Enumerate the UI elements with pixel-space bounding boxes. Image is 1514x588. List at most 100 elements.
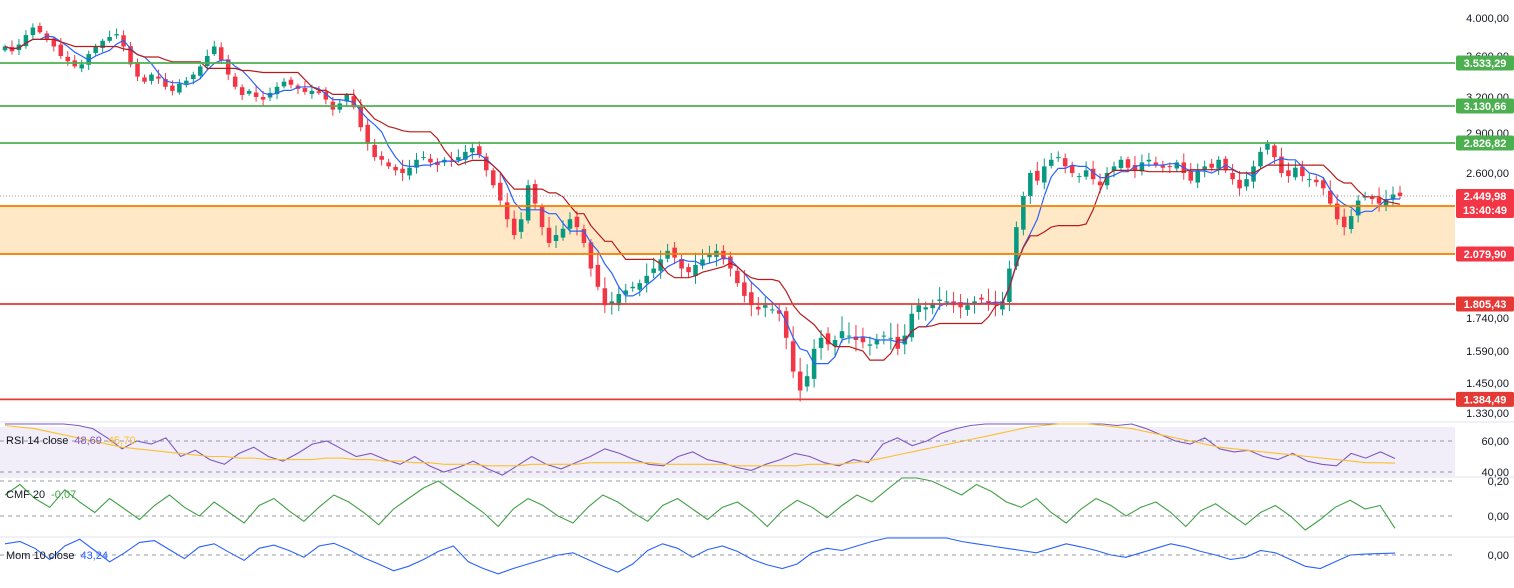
candle-body	[1083, 170, 1089, 177]
candle-body	[253, 92, 259, 97]
candle-body	[518, 219, 524, 232]
cmf-legend-value-0: -0,07	[51, 489, 76, 501]
candle-body	[1216, 159, 1221, 169]
candle-body	[1188, 170, 1194, 181]
candle-body	[511, 218, 517, 236]
candle-body	[309, 90, 315, 94]
candle-body	[288, 79, 294, 85]
candle-body	[756, 306, 761, 310]
candle-body	[916, 305, 921, 313]
price-tick-label-7: 1.740,00	[1466, 313, 1509, 325]
candle-body	[818, 337, 824, 348]
candle-body	[1300, 166, 1305, 177]
candle-body	[1202, 166, 1207, 170]
candle-body	[1048, 159, 1054, 166]
candle-body	[721, 250, 726, 260]
candle-body	[135, 62, 140, 77]
candle-body	[170, 85, 175, 91]
candle-body	[839, 331, 845, 339]
candle-body	[205, 56, 210, 66]
candle-body	[965, 305, 970, 310]
candle-body	[1153, 162, 1159, 166]
candle-body	[1111, 166, 1117, 171]
candle-body	[37, 25, 43, 33]
candle-body	[225, 59, 231, 75]
candle-body	[1062, 158, 1068, 167]
candle-body	[1244, 179, 1249, 187]
candle-body	[1160, 165, 1166, 168]
candle-body	[1251, 166, 1256, 182]
cmf-tick-label-0: 0,20	[1488, 476, 1509, 488]
candle-body	[435, 161, 440, 166]
candle-body	[651, 268, 656, 273]
candle-body	[260, 97, 266, 100]
candle-body	[749, 292, 754, 306]
candle-body	[986, 300, 991, 304]
candle-body	[553, 235, 559, 242]
rsi-legend-value-0: 48,69	[74, 435, 102, 447]
candle-body	[65, 56, 71, 62]
candle-body	[456, 157, 461, 161]
candle-body	[944, 301, 949, 303]
candle-body	[421, 157, 426, 159]
candle-body	[930, 303, 935, 309]
candle-body	[783, 311, 789, 338]
candle-body	[302, 88, 308, 92]
candle-body	[1286, 170, 1291, 177]
candle-body	[79, 64, 84, 69]
candle-body	[365, 124, 370, 144]
level-badge-0: 3.533,29	[1464, 58, 1507, 70]
candle-body	[379, 156, 384, 160]
candle-body	[979, 297, 984, 300]
candle-body	[198, 66, 203, 76]
candle-body	[686, 267, 691, 273]
candle-body	[344, 94, 350, 102]
price-tick-label-8: 1.590,00	[1466, 346, 1509, 358]
candle-body	[316, 91, 322, 93]
candle-body	[484, 156, 489, 171]
mom-legend: Mom 10 close 43,24	[6, 550, 108, 562]
candle-body	[616, 294, 622, 306]
candle-body	[504, 202, 510, 220]
candle-body	[1327, 190, 1333, 204]
candle-body	[1230, 173, 1235, 180]
level-badge-5-bg	[1456, 296, 1514, 312]
last-price-badge-bg	[1456, 189, 1514, 218]
candle-body	[630, 286, 636, 289]
candle-body	[832, 340, 838, 347]
candle-body	[797, 371, 803, 391]
candle-body	[23, 35, 29, 47]
candle-body	[776, 310, 782, 314]
candle-body	[1125, 159, 1131, 168]
candle-body	[693, 264, 698, 276]
candle-body	[142, 77, 147, 82]
candle-body	[414, 159, 419, 168]
candle-body	[874, 340, 880, 345]
candle-body	[525, 185, 531, 221]
candle-body	[477, 146, 482, 155]
mom-tick-label-0: 0,00	[1488, 550, 1509, 562]
candle-body	[149, 74, 154, 81]
candle-body	[191, 74, 196, 80]
candle-body	[114, 34, 119, 36]
candle-body	[218, 47, 224, 61]
candle-body	[372, 144, 377, 158]
candle-body	[679, 259, 684, 269]
last-price-badge: 2.449,98	[1464, 191, 1507, 203]
candle-body	[560, 228, 566, 238]
candle-body	[867, 344, 873, 346]
candles	[2, 22, 1403, 402]
candle-body	[825, 333, 831, 345]
candle-body	[30, 27, 36, 36]
candle-body	[1237, 179, 1242, 189]
candle-body	[1139, 162, 1145, 172]
candle-body	[658, 259, 663, 271]
candle-body	[923, 307, 928, 310]
kijun-line	[4, 38, 1401, 361]
level-badge-2-bg	[1456, 135, 1514, 151]
candle-body	[1390, 194, 1396, 200]
candle-body	[1265, 143, 1270, 150]
